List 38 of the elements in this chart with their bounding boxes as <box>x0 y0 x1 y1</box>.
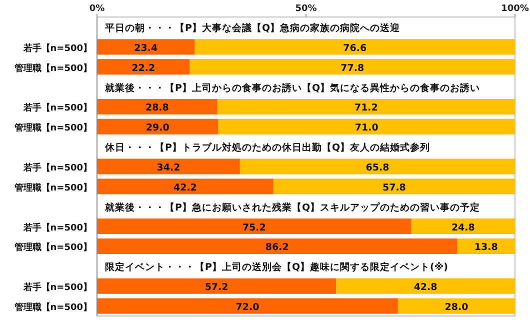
y-tick-label: 若手【n=500】 <box>22 222 92 234</box>
annotation: 平日の朝・・・【P】大事な会議【Q】急病の家族の病院への送迎 <box>104 22 402 34</box>
data-label: 86.2 <box>265 242 289 254</box>
y-tick-label: 管理職【n=500】 <box>13 122 92 134</box>
data-label: 77.8 <box>340 62 364 74</box>
data-label: 29.0 <box>146 122 170 134</box>
data-label: 28.8 <box>145 102 170 114</box>
annotation: 限定イベント・・・【P】上司の送別会【Q】趣味に関する限定イベント(※) <box>105 261 448 274</box>
x-tick-label: 0% <box>89 4 105 14</box>
data-label: 42.8 <box>414 282 438 294</box>
data-label: 57.2 <box>204 282 228 294</box>
y-tick-label: 若手【n=500】 <box>22 162 92 174</box>
y-tick-label: 管理職【n=500】 <box>13 62 92 74</box>
data-label: 76.6 <box>343 42 368 54</box>
data-label: 34.2 <box>156 162 180 174</box>
annotation: 就業後・・・【P】急にお願いされた残業【Q】スキルアップのための習い事の予定 <box>104 201 480 214</box>
data-label: 13.8 <box>474 242 498 254</box>
data-label: 72.0 <box>236 302 260 314</box>
y-tick-label: 管理職【n=500】 <box>13 302 92 314</box>
x-tick-label: 100% <box>501 4 529 14</box>
x-tick-label: 50% <box>295 4 317 14</box>
annotation: 休日・・・【P】トラブル対処のための休日出勤【Q】友人の結婚式参列 <box>104 142 430 154</box>
data-label: 57.8 <box>382 182 406 194</box>
data-label: 65.8 <box>366 162 390 174</box>
data-label: 42.2 <box>173 182 197 194</box>
y-tick-label: 若手【n=500】 <box>22 282 92 294</box>
data-label: 22.2 <box>132 62 156 74</box>
y-tick-label: 若手【n=500】 <box>22 102 92 114</box>
data-label: 24.8 <box>451 222 476 234</box>
y-tick-label: 管理職【n=500】 <box>13 242 92 254</box>
data-label: 71.0 <box>354 122 379 134</box>
annotation: 就業後・・・【P】上司からの食事のお誘い【Q】気になる異性からの食事のお誘い <box>104 82 480 94</box>
data-label: 75.2 <box>242 222 266 234</box>
data-label: 71.2 <box>354 102 378 114</box>
data-label: 28.0 <box>444 302 469 314</box>
y-tick-label: 管理職【n=500】 <box>13 182 92 194</box>
y-tick-label: 若手【n=500】 <box>22 42 92 54</box>
data-label: 23.4 <box>134 42 158 54</box>
